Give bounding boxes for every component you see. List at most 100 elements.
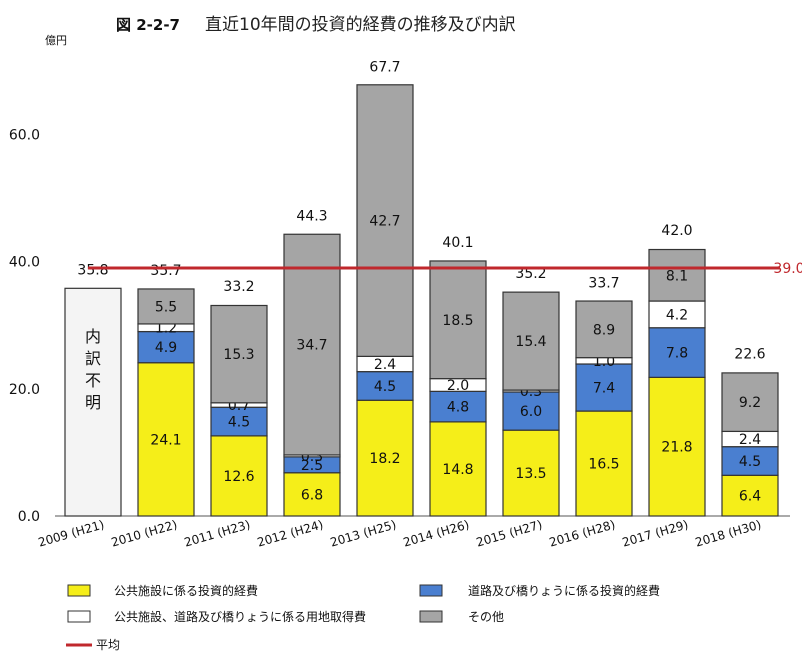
segment-label: 4.5 <box>374 379 396 395</box>
segment-label: 7.8 <box>666 346 688 362</box>
bar-segment <box>210 435 268 517</box>
segment-label: 8.1 <box>666 268 688 284</box>
legend-swatch <box>67 610 91 623</box>
average-line-group: 39.0 <box>88 261 802 277</box>
bars: 内訳不明35.824.14.91.25.535.712.64.50.715.33… <box>64 59 779 517</box>
legend-label: 公共施設、道路及び橋りょうに係る用地取得費 <box>114 609 366 624</box>
bar-segment <box>137 288 195 325</box>
legend-item: その他 <box>419 610 504 624</box>
legend-label: 平均 <box>96 638 120 651</box>
legend-swatch <box>419 584 443 597</box>
x-axis-labels: 2009 (H21) 2010 (H22) 2011 (H23) 2012 (H24)… <box>37 517 763 549</box>
bar-group: 18.2 4.5 2.4 42.7 67.7 <box>356 59 414 517</box>
bar-group: 24.1 4.9 1.2 5.5 35.7 <box>137 263 195 517</box>
segment-label: 4.8 <box>447 400 469 416</box>
y-tick-label: 60.0 <box>9 127 40 143</box>
bar-segment <box>502 429 560 517</box>
bar-group: 12.64.50.715.333.2 <box>210 279 268 517</box>
total-label: 33.7 <box>588 276 619 292</box>
total-label: 33.2 <box>223 279 254 295</box>
legend-item: 公共施設に係る投資的経費 <box>67 583 258 598</box>
bar-segment <box>648 248 706 302</box>
legend-item: 平均 <box>66 638 120 651</box>
segment-label: 12.6 <box>223 469 254 485</box>
total-label: 22.6 <box>734 346 765 362</box>
bar-group: 13.56.00.315.435.2 <box>502 266 560 517</box>
segment-label: 18.2 <box>369 451 400 467</box>
total-label: 35.7 <box>150 263 181 279</box>
bar-segment <box>356 84 414 357</box>
bar-segment <box>283 233 341 456</box>
x-tick-label: 2011 (H23) <box>183 517 252 549</box>
segment-label: 2.5 <box>301 458 323 474</box>
total-label: 40.1 <box>442 235 473 251</box>
x-tick-label: 2012 (H24) <box>256 517 325 549</box>
x-tick-label: 2017 (H29) <box>621 517 690 549</box>
legend-label: 道路及び橋りょうに係る投資的経費 <box>468 583 660 598</box>
x-tick-label: 2016 (H28) <box>548 517 617 549</box>
chart-title: 直近10年間の投資的経費の推移及び内訳 <box>205 15 516 35</box>
legend-item: 道路及び橋りょうに係る投資的経費 <box>419 583 660 598</box>
segment-label: 6.8 <box>301 487 323 503</box>
y-axis-unit: 億円 <box>45 34 67 47</box>
figure-number: 図 2-2-7 <box>116 16 180 34</box>
bar-segment <box>283 472 341 517</box>
total-label: 42.0 <box>661 223 692 239</box>
segment-label: 1.2 <box>155 321 177 337</box>
x-tick-label: 2013 (H25) <box>329 517 398 549</box>
bar-segment <box>429 421 487 517</box>
total-label: 44.3 <box>296 208 327 224</box>
x-tick-label: 2015 (H27) <box>475 517 544 549</box>
segment-label: 4.5 <box>228 415 250 431</box>
segment-label: 42.7 <box>369 214 400 230</box>
segment-label: 9.2 <box>739 395 761 411</box>
segment-label: 21.8 <box>661 440 692 456</box>
bar-segment <box>721 372 779 433</box>
segment-label: 5.5 <box>155 299 177 315</box>
bar-group: 14.8 4.8 2.0 18.5 40.1 <box>429 235 487 517</box>
undisclosed-label-char: 不 <box>85 371 101 390</box>
segment-label: 16.5 <box>588 457 619 473</box>
bar-group: 6.82.50.334.744.3 <box>283 208 341 517</box>
legend-label: 公共施設に係る投資的経費 <box>114 583 258 598</box>
total-label: 35.8 <box>77 262 108 278</box>
undisclosed-label-char: 明 <box>85 393 101 412</box>
bar-segment <box>575 410 633 517</box>
segment-label: 6.0 <box>520 404 542 420</box>
undisclosed-label-char: 訳 <box>85 349 101 368</box>
total-label: 35.2 <box>515 266 546 282</box>
segment-label: 2.4 <box>374 357 396 373</box>
segment-label: 7.4 <box>593 381 615 397</box>
bar-segment <box>648 327 706 378</box>
segment-label: 4.5 <box>739 454 761 470</box>
segment-label: 2.4 <box>739 432 761 448</box>
x-tick-label: 2009 (H21) <box>37 517 106 549</box>
segment-label: 24.1 <box>150 432 181 448</box>
legend: 公共施設に係る投資的経費 道路及び橋りょうに係る投資的経費公共施設、道路及び橋りょ… <box>66 583 660 651</box>
y-tick-label: 40.0 <box>9 255 40 271</box>
legend-item: 公共施設、道路及び橋りょうに係る用地取得費 <box>67 609 366 624</box>
bar-group: 6.4 4.5 2.4 9.2 22.6 <box>721 346 779 517</box>
legend-swatch <box>67 584 91 597</box>
segment-label: 15.3 <box>223 347 254 363</box>
bar-segment <box>575 300 633 359</box>
y-axis: 0.0 20.0 40.0 60.0 <box>9 127 790 525</box>
x-tick-label: 2018 (H30) <box>694 517 763 549</box>
bar-segment <box>429 260 487 380</box>
segment-label: 34.7 <box>296 338 327 354</box>
bar-undisclosed <box>64 287 122 517</box>
bar-segment <box>721 474 779 517</box>
legend-label: その他 <box>468 610 504 624</box>
bar-segment <box>429 390 487 423</box>
total-label: 67.7 <box>369 59 400 75</box>
segment-label: 4.2 <box>666 307 688 323</box>
bar-segment <box>137 362 195 517</box>
bar-segment <box>210 304 268 404</box>
segment-label: 6.4 <box>739 489 761 505</box>
bar-segment <box>356 399 414 517</box>
segment-label: 13.5 <box>515 466 546 482</box>
y-tick-label: 20.0 <box>9 382 40 398</box>
average-label: 39.0 <box>773 261 802 277</box>
